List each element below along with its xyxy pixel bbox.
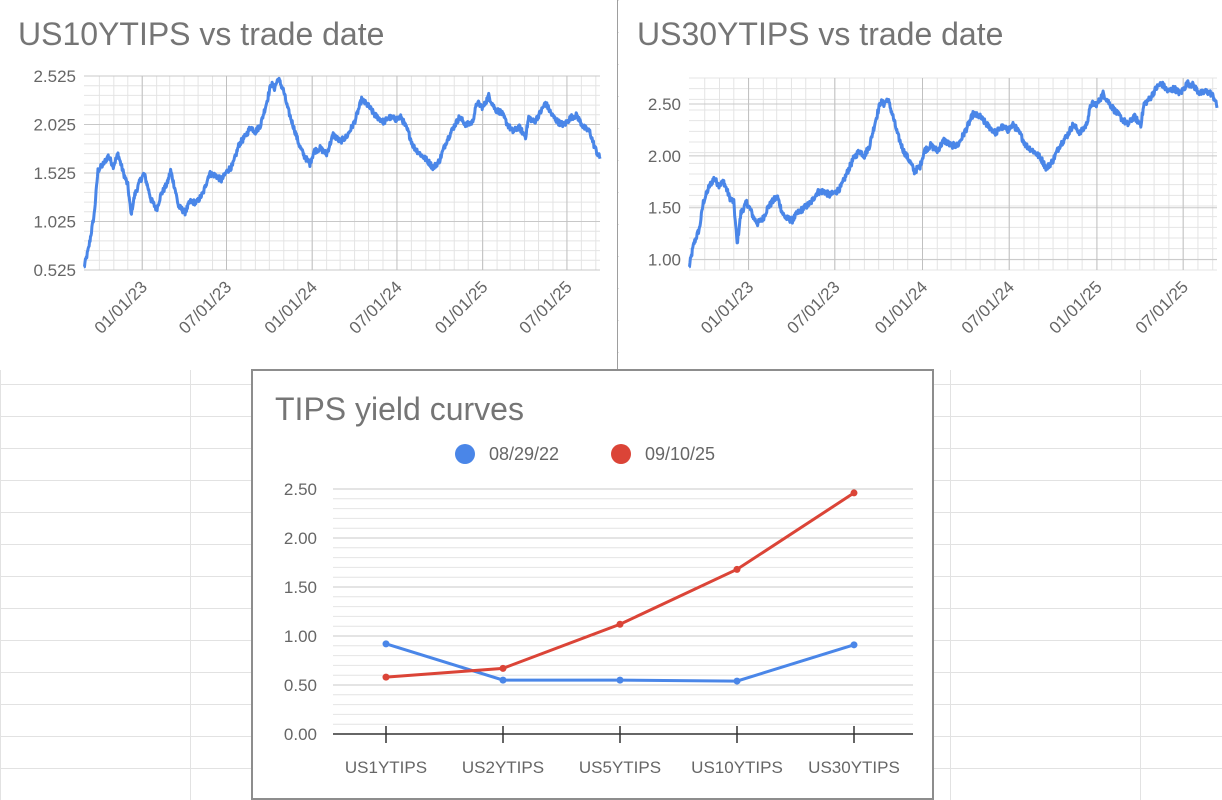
- x-tick-label: US10YTIPS: [691, 758, 783, 777]
- chart-title: US10YTIPS vs trade date: [18, 16, 385, 52]
- x-tick-label: 07/01/25: [1132, 277, 1192, 337]
- y-tick-label: 0.50: [284, 676, 317, 695]
- x-tick-label: US2YTIPS: [462, 758, 544, 777]
- data-point: [850, 489, 858, 497]
- y-tick-label: 1.50: [284, 578, 317, 597]
- legend-marker: [611, 444, 631, 464]
- legend-marker: [455, 444, 475, 464]
- x-tick-label: 07/01/24: [958, 277, 1018, 337]
- data-point: [382, 640, 390, 648]
- us30ytips-plot: 1.00 1.50 2.00 2.50 01/01/23 07/01/23 01/01/24…: [648, 77, 1219, 338]
- data-point: [616, 620, 624, 628]
- y-tick-label: 1.025: [33, 213, 76, 232]
- x-tick-label: 01/01/24: [261, 277, 321, 337]
- y-tick-label: 2.025: [33, 116, 76, 135]
- y-tick-label: 1.00: [284, 627, 317, 646]
- chart-title: US30YTIPS vs trade date: [637, 16, 1004, 52]
- legend-label: 08/29/22: [489, 444, 559, 464]
- series-line: [385, 491, 855, 679]
- chart-us10ytips[interactable]: US10YTIPS vs trade date 0.525 1.025 1.525 2…: [0, 0, 618, 370]
- legend-label: 09/10/25: [645, 444, 715, 464]
- y-tick-label: 2.00: [284, 529, 317, 548]
- series-line: [83, 76, 602, 269]
- y-tick-label: 0.00: [284, 725, 317, 744]
- x-tick-label: US5YTIPS: [579, 758, 661, 777]
- chart-tips-yield-curves[interactable]: TIPS yield curves 0.00 0.50 1.00 1.50 2.00 2.…: [251, 369, 934, 800]
- x-tick-label: 01/01/23: [91, 277, 151, 337]
- y-tick-label: 1.50: [648, 199, 681, 218]
- data-point: [733, 677, 741, 685]
- x-tick-label: 07/01/23: [783, 277, 843, 337]
- x-tick-label: 01/01/25: [431, 277, 491, 337]
- x-tick-label: US30YTIPS: [808, 758, 900, 777]
- x-tick-label: 07/01/25: [516, 277, 576, 337]
- x-tick-label: 07/01/24: [346, 277, 406, 337]
- x-tick-label: US1YTIPS: [345, 758, 427, 777]
- data-point: [382, 673, 390, 681]
- x-tick-label: 01/01/23: [697, 277, 757, 337]
- y-tick-label: 2.50: [284, 480, 317, 499]
- data-point: [850, 641, 858, 649]
- y-tick-label: 2.00: [648, 147, 681, 166]
- y-tick-label: 2.50: [648, 95, 681, 114]
- y-tick-label: 2.525: [33, 67, 76, 86]
- y-tick-label: 0.525: [33, 261, 76, 280]
- x-tick-label: 01/01/25: [1046, 277, 1106, 337]
- data-point: [733, 565, 741, 573]
- data-point: [616, 676, 624, 684]
- data-point: [499, 664, 507, 672]
- yield-curve-plot: 0.00 0.50 1.00 1.50 2.00 2.50 US1YTIPS US2YTIPS…: [284, 444, 913, 777]
- us10ytips-plot: 0.525 1.025 1.525 2.025 2.525 01/01/23 07/01/2…: [33, 67, 602, 338]
- y-tick-label: 1.525: [33, 164, 76, 183]
- chart-title: TIPS yield curves: [275, 391, 524, 427]
- chart-us30ytips[interactable]: US30YTIPS vs trade date 1.00 1.50 2.00 2.50…: [619, 0, 1222, 370]
- x-tick-label: 01/01/24: [871, 277, 931, 337]
- x-tick-label: 07/01/23: [175, 277, 235, 337]
- series-line: [688, 79, 1219, 269]
- y-tick-label: 1.00: [648, 251, 681, 270]
- data-point: [499, 676, 507, 684]
